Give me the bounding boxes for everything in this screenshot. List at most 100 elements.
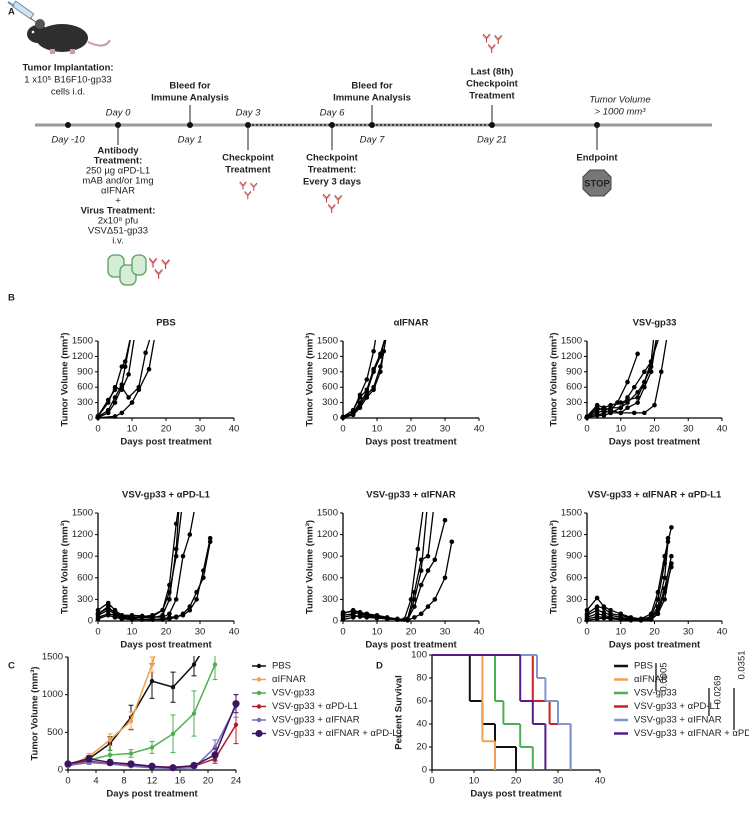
timeline-point xyxy=(369,122,375,128)
antibody-icon xyxy=(240,182,258,199)
data-point xyxy=(64,760,72,768)
y-tick-label: 300 xyxy=(322,594,338,605)
timeline-text: 2x10⁸ pfu xyxy=(98,216,138,227)
data-point xyxy=(105,410,111,416)
chart-title: PBS xyxy=(156,318,176,329)
x-tick-label: 40 xyxy=(595,776,606,787)
data-point xyxy=(395,617,400,622)
legend-label: VSV-gp33 + αIFNAR xyxy=(634,715,722,726)
x-tick-label: 12 xyxy=(147,776,158,787)
x-tick-label: 20 xyxy=(161,627,172,638)
x-tick-label: 10 xyxy=(615,424,626,435)
data-point xyxy=(418,611,424,617)
y-tick-label: 0 xyxy=(88,413,93,424)
syringe-icon xyxy=(7,0,41,26)
timeline-point xyxy=(115,122,121,128)
x-tick-label: 20 xyxy=(203,776,214,787)
series-line xyxy=(67,703,237,769)
panel-label: B xyxy=(8,293,15,304)
data-point xyxy=(350,615,356,620)
data-point xyxy=(201,575,206,581)
data-point xyxy=(656,328,661,333)
data-point xyxy=(232,700,240,708)
plot-area xyxy=(64,656,240,772)
y-tick-label: 1500 xyxy=(317,336,338,347)
data-point xyxy=(340,617,346,622)
data-point xyxy=(139,615,145,620)
series-line xyxy=(586,340,657,419)
x-tick-label: 20 xyxy=(649,424,660,435)
timeline-text: Checkpoint xyxy=(222,153,275,164)
x-axis-label: Days post treatment xyxy=(609,640,701,651)
plot-area xyxy=(95,512,213,622)
data-point xyxy=(642,379,647,385)
data-point xyxy=(638,617,644,623)
data-point xyxy=(618,405,624,411)
chart: VSV-gp33 + αIFNAR 0 300 600 900 1200 1500 0 10 20… xyxy=(305,490,485,651)
data-point xyxy=(669,561,674,566)
data-point xyxy=(442,575,448,581)
y-axis-label: Tumor Volume (mm³) xyxy=(60,520,71,614)
data-point xyxy=(648,359,654,364)
y-tick-label: 1500 xyxy=(317,508,338,519)
data-point xyxy=(665,539,671,545)
chart-title: VSV-gp33 xyxy=(633,318,677,329)
y-tick-label: 40 xyxy=(416,719,427,730)
data-point xyxy=(167,597,172,602)
x-tick-label: 30 xyxy=(440,627,451,638)
x-tick-label: 40 xyxy=(474,424,485,435)
timeline-text: Bleed for xyxy=(351,81,392,92)
timeline-text: i.v. xyxy=(112,236,123,247)
data-point xyxy=(357,405,363,411)
data-point xyxy=(95,611,101,617)
plot-area xyxy=(432,654,572,770)
data-point xyxy=(625,405,630,411)
data-point xyxy=(130,328,135,333)
data-point xyxy=(180,611,186,617)
series-line xyxy=(586,541,669,621)
data-point xyxy=(449,539,455,545)
timeline-text: Checkpoint xyxy=(466,79,519,90)
plot-area xyxy=(584,328,668,421)
data-point xyxy=(631,410,637,416)
data-point xyxy=(648,369,654,375)
data-point xyxy=(127,760,135,768)
chart: 0 500 1000 1500 0 4 8 12 16 20 24 Days post treatme… xyxy=(30,652,403,800)
y-tick-label: 300 xyxy=(77,594,93,605)
mouse-icon xyxy=(27,19,111,54)
data-point xyxy=(85,755,93,763)
data-point xyxy=(618,410,624,416)
data-point xyxy=(412,597,417,602)
timeline-day: Day 21 xyxy=(477,135,507,146)
timeline-text: cells i.d. xyxy=(51,87,85,98)
data-point xyxy=(119,613,125,619)
x-tick-label: 0 xyxy=(340,424,345,435)
y-tick-label: 300 xyxy=(566,594,582,605)
x-tick-label: 10 xyxy=(127,627,138,638)
y-tick-label: 900 xyxy=(77,551,93,562)
timeline-text: Treatment xyxy=(469,91,515,102)
data-point xyxy=(112,414,118,419)
timeline-point xyxy=(65,122,71,128)
data-point xyxy=(669,564,674,570)
timeline-text: + xyxy=(115,196,121,207)
data-point xyxy=(662,597,667,602)
y-axis-label: Percent Survival xyxy=(394,675,405,749)
y-tick-label: 1200 xyxy=(317,351,338,362)
legend-label: VSV-gp33 + αIFNAR + αPD-L1 xyxy=(634,728,749,739)
timeline-day: Day 3 xyxy=(236,108,262,119)
data-point xyxy=(160,617,165,622)
y-tick-label: 300 xyxy=(77,397,93,408)
data-point xyxy=(119,410,125,416)
timeline-text: Immune Analysis xyxy=(151,93,229,104)
y-tick-label: 20 xyxy=(416,742,427,753)
data-point xyxy=(169,764,177,772)
chart: αIFNAR 0 300 600 900 1200 1500 0 10 20 30 40 Days po… xyxy=(305,318,485,448)
x-tick-label: 30 xyxy=(683,424,694,435)
legend-label: VSV-gp33 + αIFNAR xyxy=(272,715,360,726)
data-point xyxy=(105,600,111,606)
antibody-icon xyxy=(149,259,169,279)
data-point xyxy=(364,614,370,619)
x-tick-label: 0 xyxy=(95,424,100,435)
y-tick-label: 600 xyxy=(322,382,338,393)
